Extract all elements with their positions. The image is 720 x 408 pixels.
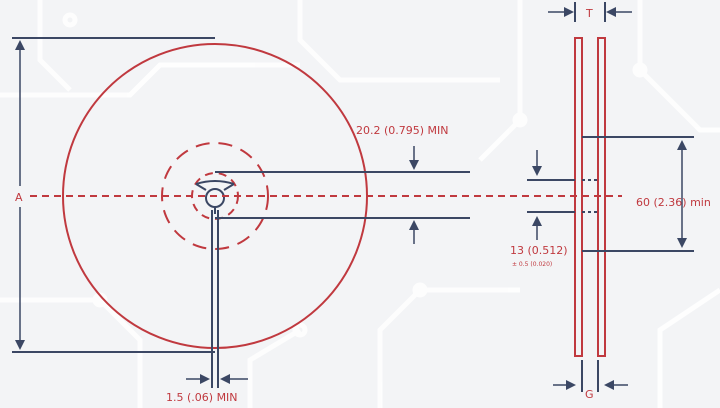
- label-g: G: [585, 388, 594, 401]
- label-a: A: [15, 191, 23, 204]
- label-min-202: 20.2 (0.795) MIN: [356, 124, 449, 137]
- dimension-slot: [186, 210, 248, 388]
- label-slot-15: 1.5 (.06) MIN: [166, 391, 238, 404]
- label-arbor-13: 13 (0.512): [510, 244, 568, 257]
- label-tolerance: ± 0.5 (0.020): [512, 261, 552, 268]
- label-t: T: [585, 7, 593, 20]
- arbor-hole-icon: [196, 181, 234, 214]
- label-hub-60: 60 (2.36) min: [636, 196, 711, 209]
